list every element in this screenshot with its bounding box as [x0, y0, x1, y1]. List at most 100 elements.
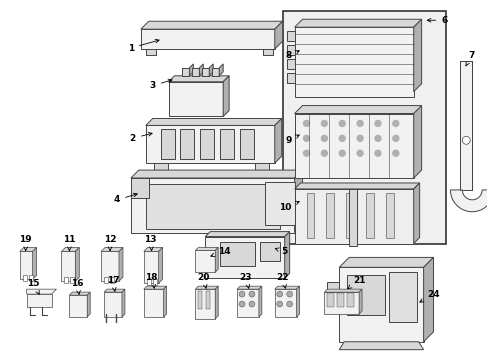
Polygon shape — [101, 247, 122, 251]
Polygon shape — [258, 286, 262, 317]
Polygon shape — [161, 129, 174, 159]
Polygon shape — [296, 286, 299, 317]
Circle shape — [392, 135, 398, 141]
Polygon shape — [20, 247, 37, 251]
Circle shape — [276, 301, 282, 307]
Polygon shape — [143, 286, 166, 289]
Polygon shape — [168, 76, 229, 82]
Polygon shape — [122, 289, 124, 317]
Polygon shape — [423, 257, 433, 342]
Circle shape — [339, 150, 345, 156]
Bar — [145, 184, 279, 229]
Polygon shape — [75, 247, 79, 281]
Polygon shape — [61, 251, 75, 281]
Text: 11: 11 — [63, 235, 76, 251]
Polygon shape — [212, 68, 219, 76]
Polygon shape — [339, 342, 423, 350]
Text: 23: 23 — [239, 273, 252, 288]
Polygon shape — [413, 183, 419, 243]
Text: 14: 14 — [210, 247, 230, 257]
Bar — [206, 291, 210, 309]
Polygon shape — [153, 163, 167, 170]
Text: 18: 18 — [145, 273, 158, 288]
Polygon shape — [69, 295, 87, 317]
Polygon shape — [131, 178, 294, 233]
Polygon shape — [119, 247, 122, 281]
Polygon shape — [69, 292, 90, 295]
Polygon shape — [413, 19, 421, 92]
Polygon shape — [274, 289, 296, 317]
Circle shape — [374, 121, 380, 126]
Polygon shape — [264, 182, 294, 225]
Polygon shape — [195, 247, 218, 251]
Circle shape — [239, 301, 244, 307]
Polygon shape — [385, 193, 393, 238]
Polygon shape — [240, 129, 253, 159]
Bar — [146, 279, 150, 285]
Polygon shape — [358, 289, 361, 314]
Text: 2: 2 — [129, 132, 152, 143]
Circle shape — [339, 121, 345, 126]
Polygon shape — [294, 27, 413, 96]
Text: 20: 20 — [197, 273, 209, 288]
Circle shape — [356, 135, 362, 141]
Polygon shape — [294, 113, 413, 178]
Text: 13: 13 — [144, 235, 157, 251]
Polygon shape — [131, 178, 148, 198]
Circle shape — [461, 136, 469, 144]
Circle shape — [321, 135, 326, 141]
Text: 6: 6 — [427, 16, 447, 25]
Polygon shape — [237, 289, 258, 317]
Polygon shape — [104, 292, 122, 317]
Circle shape — [248, 301, 254, 307]
Polygon shape — [205, 231, 289, 237]
Polygon shape — [145, 49, 155, 55]
Bar — [388, 272, 416, 322]
Polygon shape — [306, 193, 314, 238]
Polygon shape — [346, 193, 353, 238]
Polygon shape — [215, 247, 218, 272]
Polygon shape — [286, 31, 294, 41]
Text: 5: 5 — [275, 247, 287, 256]
Polygon shape — [339, 257, 433, 267]
Polygon shape — [195, 251, 215, 272]
Text: 4: 4 — [114, 193, 137, 204]
Text: 21: 21 — [347, 276, 365, 289]
Polygon shape — [220, 129, 234, 159]
Circle shape — [356, 121, 362, 126]
Polygon shape — [339, 267, 423, 342]
Polygon shape — [449, 190, 488, 212]
Polygon shape — [274, 286, 299, 289]
Polygon shape — [143, 247, 163, 251]
Text: 19: 19 — [20, 235, 32, 251]
Bar — [346, 293, 353, 307]
Polygon shape — [324, 289, 361, 292]
Polygon shape — [274, 21, 282, 49]
Circle shape — [321, 121, 326, 126]
Text: 24: 24 — [419, 289, 439, 302]
Text: 22: 22 — [276, 273, 288, 288]
Polygon shape — [459, 61, 471, 190]
Bar — [110, 277, 114, 283]
Circle shape — [286, 291, 292, 297]
Polygon shape — [189, 64, 193, 76]
Polygon shape — [195, 289, 215, 319]
Polygon shape — [104, 289, 124, 292]
Polygon shape — [182, 68, 189, 76]
Circle shape — [286, 301, 292, 307]
Text: 16: 16 — [71, 279, 83, 294]
Bar — [64, 277, 68, 283]
Polygon shape — [325, 193, 334, 238]
Polygon shape — [200, 129, 214, 159]
Polygon shape — [413, 105, 421, 178]
Polygon shape — [294, 183, 419, 189]
Polygon shape — [219, 64, 223, 76]
Polygon shape — [324, 292, 358, 314]
Circle shape — [356, 150, 362, 156]
Circle shape — [392, 121, 398, 126]
Polygon shape — [27, 289, 56, 294]
Polygon shape — [294, 170, 302, 233]
Polygon shape — [61, 247, 79, 251]
Bar — [348, 189, 356, 247]
Bar — [22, 275, 27, 281]
